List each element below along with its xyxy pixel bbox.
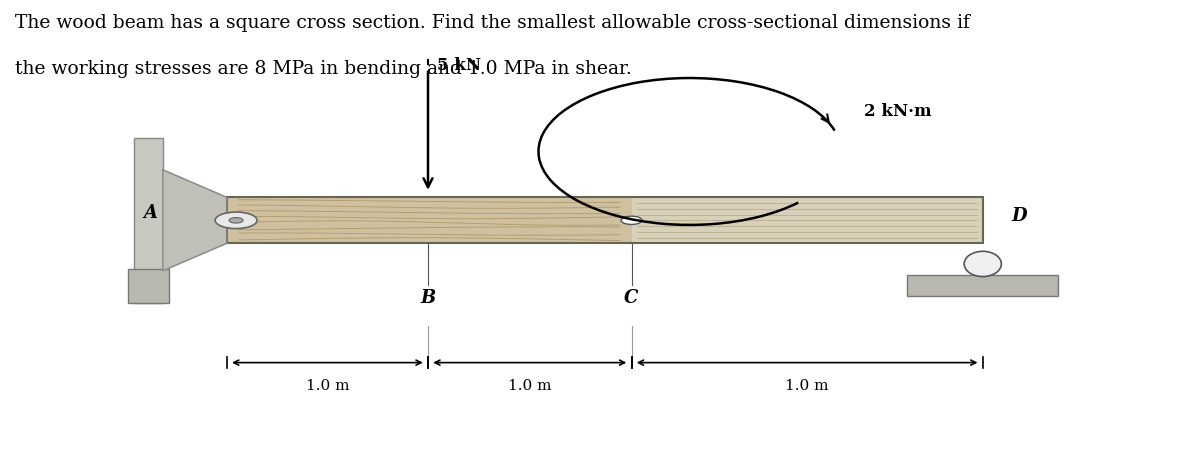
Bar	[128, 269, 169, 303]
Polygon shape	[163, 170, 227, 271]
Text: 1.0 m: 1.0 m	[306, 379, 349, 393]
Circle shape	[215, 212, 257, 229]
Text: 5 kN: 5 kN	[437, 57, 481, 74]
Circle shape	[622, 216, 642, 224]
Text: C: C	[624, 289, 638, 307]
Ellipse shape	[964, 252, 1001, 276]
Bar	[631, 197, 983, 243]
Circle shape	[229, 218, 244, 223]
Text: D: D	[1012, 207, 1027, 225]
Bar	[133, 138, 163, 303]
Text: the working stresses are 8 MPa in bending and 1.0 MPa in shear.: the working stresses are 8 MPa in bendin…	[16, 60, 632, 78]
Text: 1.0 m: 1.0 m	[508, 379, 552, 393]
Text: 2 kN·m: 2 kN·m	[864, 102, 931, 120]
Bar	[227, 197, 631, 243]
Text: A: A	[143, 204, 157, 223]
Text: B: B	[420, 289, 436, 307]
Text: 1.0 m: 1.0 m	[785, 379, 829, 393]
Bar	[907, 275, 1058, 296]
Bar	[227, 197, 983, 243]
Text: The wood beam has a square cross section. Find the smallest allowable cross-sect: The wood beam has a square cross section…	[16, 14, 970, 32]
